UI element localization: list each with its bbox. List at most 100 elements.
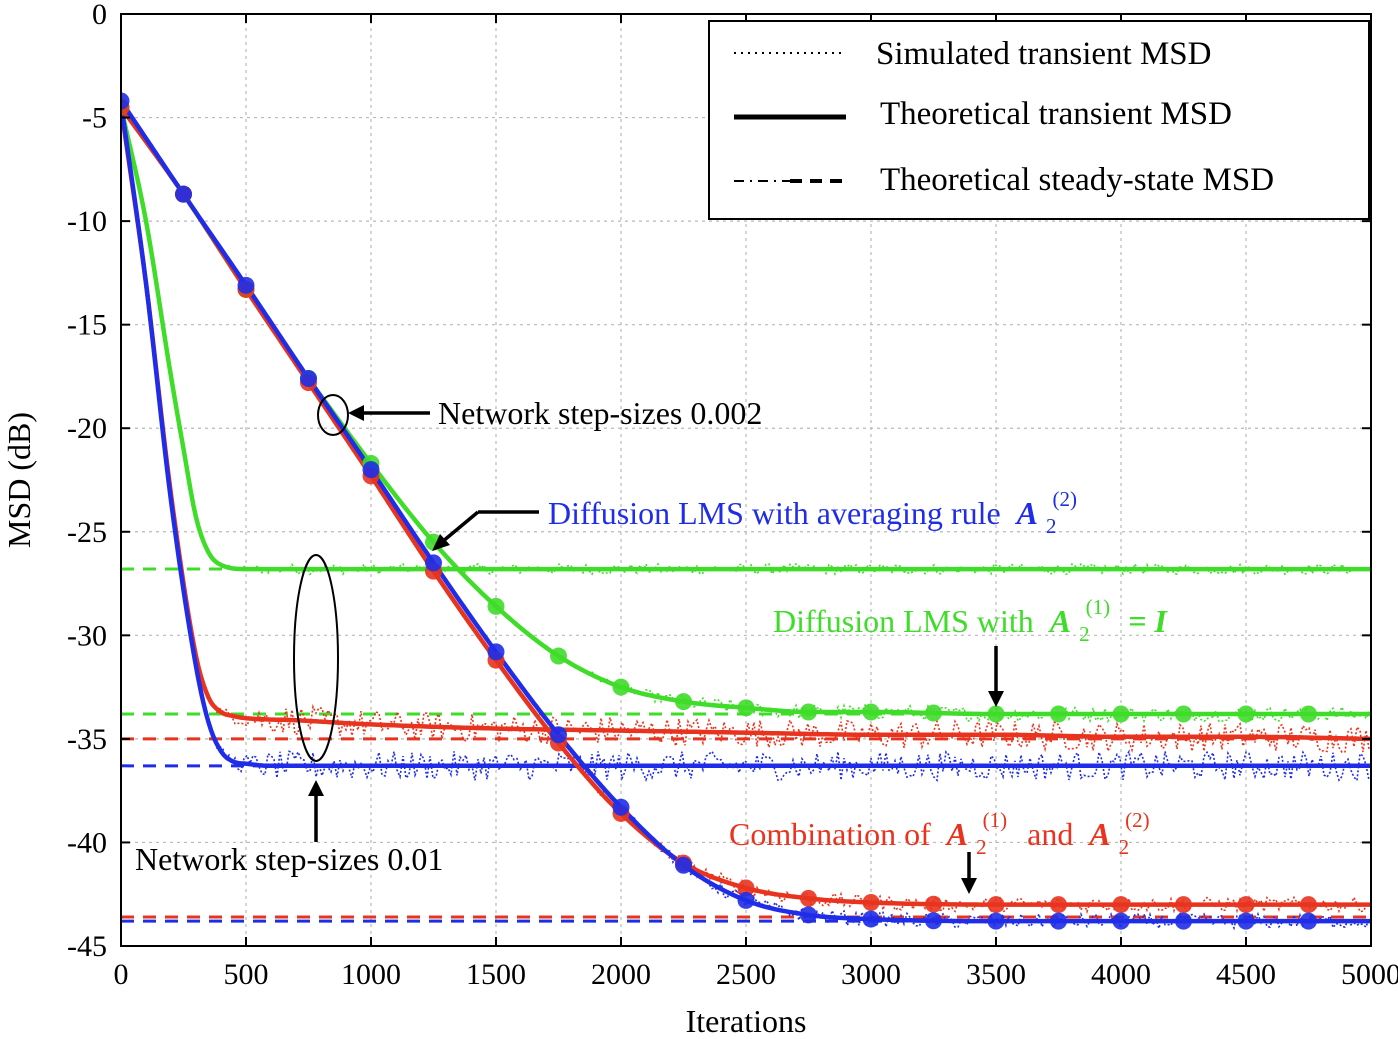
curve-marker [550, 647, 567, 665]
curve-marker [925, 912, 942, 930]
y-tick-label: -45 [67, 930, 107, 963]
curve-marker [487, 597, 505, 615]
curve-marker [237, 276, 255, 294]
curve-marker [300, 370, 317, 388]
y-tick-label: -25 [67, 516, 107, 549]
x-tick-label: 2500 [716, 958, 776, 991]
theoretical-curve [121, 106, 1371, 742]
annotation-label: Network step-sizes 0.002 [438, 395, 762, 431]
curve-marker [862, 703, 880, 721]
annotation-green: Diffusion LMS with A 2 (1) = I [773, 585, 1168, 707]
arrow-line [440, 510, 480, 544]
y-tick-label: -20 [67, 412, 107, 445]
x-tick-label: 3000 [841, 958, 901, 991]
curve-marker [612, 798, 630, 816]
annotation-red: Combination of A 2 (1) and A 2 (2) [729, 798, 1150, 894]
curve-marker [1050, 896, 1067, 914]
y-tick-label: -35 [67, 723, 107, 756]
matrix-symbol: A [945, 816, 968, 852]
legend-label-steady-state: Theoretical steady-state MSD [880, 162, 1274, 198]
curve-marker [987, 912, 1005, 930]
curve-marker [1050, 705, 1067, 723]
curve-marker [1112, 912, 1130, 930]
annotation-step-001: Network step-sizes 0.01 [135, 554, 443, 877]
axis-ticks: 0 500 1000 1500 2000 2500 3000 3500 4000 4500 5000… [67, 0, 1398, 991]
simulated-curve [121, 107, 1370, 754]
y-tick-label: -30 [67, 619, 107, 652]
annotation-text: Diffusion LMS with [773, 603, 1034, 639]
y-tick-label: -10 [67, 205, 107, 238]
x-tick-label: 0 [114, 958, 129, 991]
curve-marker [987, 705, 1005, 723]
curve-marker [1300, 912, 1317, 930]
curve-marker [1300, 705, 1317, 723]
annotation-text: Diffusion LMS with averaging rule [548, 495, 1001, 531]
curve-marker [737, 891, 755, 909]
x-tick-label: 5000 [1341, 958, 1398, 991]
y-tick-label: 0 [92, 0, 107, 31]
curve-marker [675, 856, 692, 874]
theoretical-curve [121, 106, 1371, 572]
curve-marker [925, 895, 942, 913]
legend-label-theoretical: Theoretical transient MSD [880, 96, 1232, 132]
arrow-head [308, 780, 324, 796]
matrix-sub-2: 2 [1119, 835, 1130, 859]
annotation-mid: and [1027, 816, 1073, 852]
curve-marker [987, 896, 1005, 914]
arrow-head [988, 691, 1004, 707]
y-tick-label: -40 [67, 826, 107, 859]
arrow-head [348, 405, 364, 421]
x-axis-label: Iterations [686, 1003, 807, 1039]
curve-marker [487, 643, 505, 661]
curve-marker [1175, 896, 1192, 914]
theoretical-curve [121, 102, 1371, 769]
x-tick-label: 4000 [1091, 958, 1151, 991]
annotation-label-green: Diffusion LMS with A 2 (1) = I [773, 585, 1168, 648]
curve-marker [362, 461, 380, 479]
legend-label-simulated: Simulated transient MSD [876, 36, 1211, 72]
curve-marker [1237, 896, 1255, 914]
curve-markers [121, 92, 1317, 930]
annotation-label: Network step-sizes 0.01 [135, 841, 443, 877]
ellipse-marker [317, 394, 349, 436]
curve-marker [675, 693, 692, 711]
y-tick-label: -5 [82, 102, 107, 135]
matrix-sup: (2) [1053, 487, 1078, 511]
x-tick-label: 3500 [966, 958, 1026, 991]
curve-marker [1175, 912, 1192, 930]
curve-marker [1300, 896, 1317, 914]
curve-marker [121, 92, 130, 110]
curve-marker [1050, 912, 1067, 930]
x-tick-label: 1500 [466, 958, 526, 991]
matrix-symbol: A [1015, 495, 1038, 531]
matrix-sub: 2 [976, 835, 987, 859]
x-tick-label: 1000 [341, 958, 401, 991]
matrix-sub: 2 [1046, 514, 1057, 538]
matrix-symbol-2: A [1087, 816, 1110, 852]
matrix-sup: (1) [983, 808, 1008, 832]
curve-marker [800, 906, 817, 924]
arrow-head [961, 878, 977, 894]
matrix-sub: 2 [1079, 622, 1090, 646]
curve-marker [550, 726, 567, 744]
annotation-text: Combination of [729, 816, 931, 852]
annotation-step-002: Network step-sizes 0.002 [317, 394, 762, 436]
curve-marker [737, 879, 755, 897]
y-axis-label: MSD (dB) [1, 412, 37, 548]
x-tick-label: 4500 [1216, 958, 1276, 991]
curve-marker [1175, 705, 1192, 723]
curve-marker [800, 703, 817, 721]
curve-marker [1237, 705, 1255, 723]
curve-marker [1237, 912, 1255, 930]
x-tick-label: 2000 [591, 958, 651, 991]
annotation-label-red: Combination of A 2 (1) and A 2 (2) [729, 798, 1150, 861]
annotation-blue: Diffusion LMS with averaging rule A 2 (2… [432, 487, 1077, 551]
curve-marker [1112, 896, 1130, 914]
simulated-curve [121, 102, 1370, 783]
arrow-head [432, 534, 450, 551]
annotation-label-blue: Diffusion LMS with averaging rule A 2 (2… [548, 487, 1077, 540]
matrix-sup: (1) [1086, 595, 1111, 619]
matrix-symbol: A [1048, 603, 1071, 639]
equation-tail: = I [1128, 603, 1168, 639]
